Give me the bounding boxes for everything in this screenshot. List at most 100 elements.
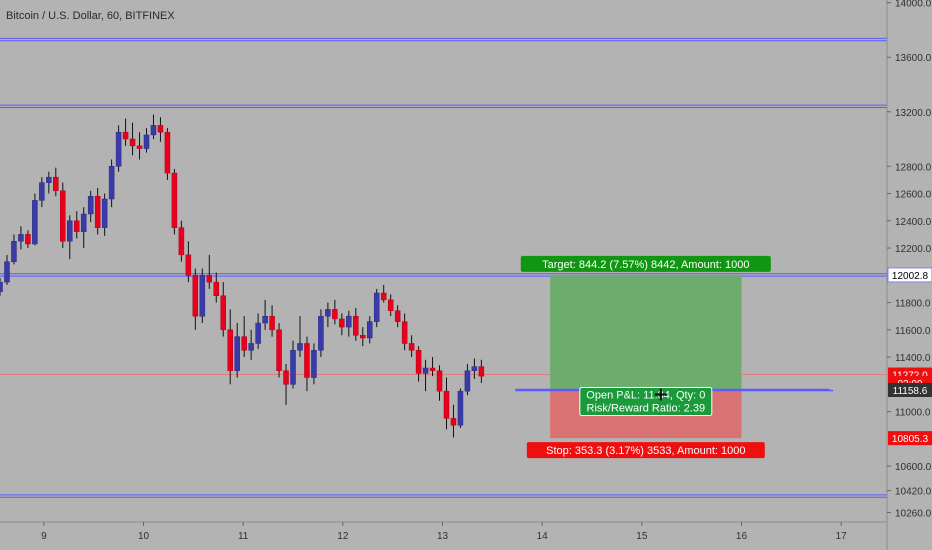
price-tick-label: 14000.0: [895, 0, 932, 10]
candle-body: [164, 131, 171, 174]
candle-body: [157, 125, 164, 133]
candle-body: [136, 145, 143, 149]
candle-body: [241, 336, 247, 351]
candle-body: [255, 322, 261, 344]
time-tick-label: 11: [238, 531, 249, 542]
candle-body: [0, 281, 3, 292]
open-pnl-text: Open P&L: 11.34, Qty: 0: [586, 390, 705, 402]
price-badge-text: 12002.8: [892, 271, 929, 282]
candle-body: [143, 134, 150, 149]
price-tick-label: 13600.0: [895, 53, 932, 64]
candle-body: [46, 176, 52, 183]
candle-body: [199, 275, 206, 317]
risk-reward-text: Risk/Reward Ratio: 2.39: [587, 403, 706, 415]
candle-body: [415, 350, 422, 374]
time-tick-label: 10: [138, 531, 150, 542]
candle-body: [234, 336, 240, 371]
time-tick-label: 9: [41, 531, 47, 542]
stop-label-box[interactable]: [526, 442, 765, 459]
candle-body: [178, 227, 185, 256]
price-badge-text: 11158.6: [893, 386, 928, 397]
candle-body: [401, 321, 408, 344]
candle-body: [450, 418, 457, 426]
candle-body: [101, 198, 108, 228]
price-tick-label: 13200.0: [895, 108, 932, 119]
candle-body: [122, 131, 129, 140]
candle-body: [87, 196, 94, 215]
candle-body: [248, 343, 254, 351]
time-axis[interactable]: 9 10 11 12 13 14 15 16 17: [41, 522, 847, 542]
candle-body: [366, 321, 373, 339]
candle-body: [394, 310, 401, 322]
candle-body: [290, 350, 296, 385]
price-tick-label: 11800.0: [895, 299, 931, 310]
stop-label[interactable]: Stop: 353.3 (3.17%) 3533, Amount: 1000: [546, 445, 745, 457]
candle-body: [373, 292, 380, 322]
candle-body: [471, 366, 478, 371]
candle-body: [311, 350, 317, 378]
candle-body: [18, 234, 24, 242]
candle-body: [73, 220, 80, 232]
candle-body: [408, 343, 415, 351]
candle-body: [80, 213, 87, 232]
candle-body: [94, 196, 101, 228]
price-tick-label: 10420.0: [895, 487, 932, 498]
candle-body: [192, 275, 199, 317]
price-tick-label: 11000.0: [895, 408, 931, 419]
chart-title: Bitcoin / U.S. Dollar, 60, BITFINEX: [6, 10, 175, 22]
move-cursor-icon: [654, 388, 667, 401]
candle-body: [339, 318, 345, 328]
price-tick-label: 12400.0: [895, 217, 932, 228]
candle-body: [4, 261, 10, 283]
time-tick-label: 15: [636, 531, 648, 542]
price-badge: [887, 267, 932, 283]
pnl-info-box[interactable]: [579, 387, 713, 417]
price-tick-label: 12600.0: [895, 190, 932, 201]
candle-body: [304, 343, 310, 378]
candle-body: [25, 234, 31, 245]
candle-body: [32, 200, 38, 245]
price-tick-label: 11600.0: [895, 326, 931, 337]
candle-body: [171, 172, 178, 228]
candle-body: [353, 315, 359, 336]
candle-body: [206, 275, 213, 283]
time-tick-label: 16: [736, 531, 748, 542]
target-zone[interactable]: [550, 274, 742, 390]
candle-body: [129, 138, 136, 147]
candle-body: [318, 315, 324, 351]
candle-body: [220, 295, 227, 331]
price-tick-label: 12800.0: [895, 162, 932, 173]
candle-body: [422, 367, 429, 374]
price-tick-label: 11400.0: [895, 353, 931, 364]
price-axis[interactable]: 14000.0 13600.0 13200.0 12800.0 12600.0 12400…: [887, 0, 932, 519]
candle-body: [53, 176, 59, 192]
candle-body: [283, 370, 289, 385]
candle-body: [276, 329, 282, 371]
time-tick-label: 14: [537, 531, 549, 542]
price-tick-label: 12200.0: [895, 244, 932, 255]
candle-body: [457, 390, 464, 426]
candle-body: [346, 315, 352, 328]
candle-body: [115, 131, 122, 167]
candle-body: [150, 125, 157, 136]
time-tick-label: 12: [337, 531, 349, 542]
candle-body: [360, 335, 366, 339]
candle-body: [478, 366, 485, 377]
candle-body: [332, 309, 338, 320]
candle-body: [39, 182, 45, 201]
target-label-box[interactable]: [520, 255, 771, 272]
price-tick-label: 10260.0: [895, 508, 932, 519]
price-badge: [888, 431, 932, 446]
candle-body: [325, 309, 331, 317]
candle-body: [387, 299, 394, 311]
candle-body: [269, 315, 275, 331]
candle-body: [227, 329, 233, 371]
candle-body: [380, 292, 387, 301]
price-tick-label: 10600.0: [895, 462, 932, 473]
candle-body: [436, 370, 443, 392]
target-label[interactable]: Target: 844.2 (7.57%) 8442, Amount: 1000: [542, 259, 749, 271]
candle-body: [429, 367, 436, 371]
